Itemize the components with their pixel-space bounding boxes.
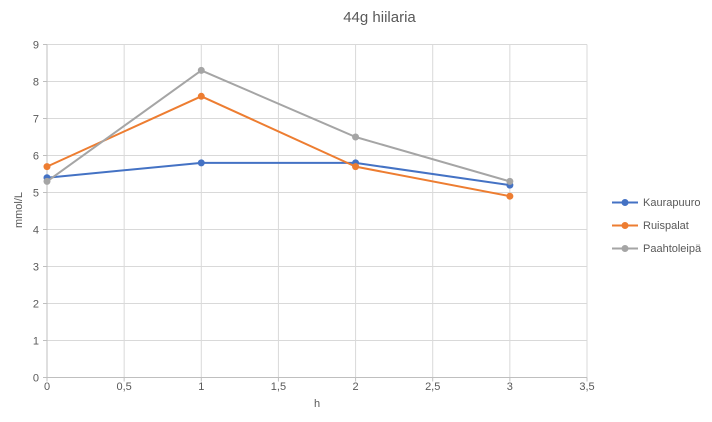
y-tick-label: 9 (33, 40, 39, 52)
legend-item-ruispalat: Ruispalat (612, 214, 701, 237)
tick-labels: 0 0,5 1 1,5 2 2,5 3 3,5 0 1 2 3 4 5 6 7 8 9 (33, 40, 595, 394)
series-line (46, 95, 511, 198)
chart-title: 44g hiilaria (343, 9, 416, 26)
x-tick-label: 2 (353, 381, 359, 393)
y-tick-label: 1 (33, 336, 39, 348)
y-axis-title: mmol/L (13, 191, 25, 229)
y-tick-label: 2 (33, 299, 39, 311)
series-kaurapuuro (43, 159, 514, 189)
x-tick-label: 1,5 (271, 381, 286, 393)
x-tick-label: 0 (44, 381, 50, 393)
y-tick-label: 6 (33, 151, 39, 163)
y-tick-label: 0 (33, 373, 39, 385)
legend-item-kaurapuuro: Kaurapuuro (612, 191, 701, 214)
legend-dot (621, 245, 629, 252)
x-tick-label: 3 (507, 381, 513, 393)
x-tick-label: 3,5 (579, 381, 594, 393)
axes (43, 44, 588, 382)
legend-marker-icon (612, 199, 638, 206)
y-tick-label: 3 (33, 262, 39, 274)
data-point (197, 159, 205, 167)
gridlines (47, 44, 588, 378)
legend-dot (621, 222, 629, 229)
x-tick-label: 0,5 (116, 381, 131, 393)
legend-item-paahtoleipä: Paahtoleipä (612, 237, 701, 260)
y-tick-label: 5 (33, 188, 39, 200)
series-line (46, 161, 510, 187)
x-tick-label: 1 (198, 381, 204, 393)
legend-dot (621, 199, 629, 206)
data-point (506, 177, 514, 185)
series-paahtoleipä (43, 66, 514, 185)
x-tick-label: 2,5 (425, 381, 440, 393)
data-point (506, 192, 514, 200)
data-point (197, 92, 205, 100)
x-axis-title: h (313, 398, 321, 410)
legend-marker-icon (612, 245, 638, 252)
y-tick-label: 7 (33, 114, 39, 126)
y-tick-label: 4 (33, 225, 39, 237)
legend-label: Ruispalat (643, 219, 689, 232)
data-point (197, 66, 205, 74)
data-point (43, 163, 51, 171)
series-ruispalat (43, 92, 514, 200)
legend-label: Paahtoleipä (643, 242, 702, 255)
legend-label: Kaurapuuro (643, 196, 701, 209)
legend-marker-icon (612, 222, 638, 229)
y-tick-label: 8 (33, 77, 39, 89)
legend: Kaurapuuro Ruispalat Paahtoleipä (612, 191, 701, 260)
data-point (43, 177, 51, 185)
series-line (46, 69, 511, 183)
data-point (352, 133, 360, 141)
data-point (352, 163, 360, 171)
